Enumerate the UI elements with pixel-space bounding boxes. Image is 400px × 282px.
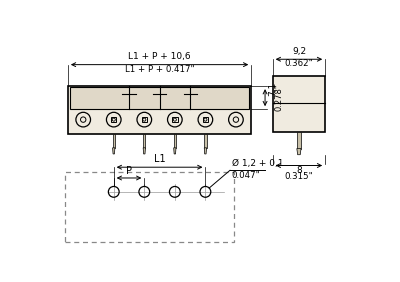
Bar (113, 134, 115, 148)
Bar (172, 117, 178, 122)
Polygon shape (143, 148, 146, 154)
Text: P: P (126, 166, 132, 176)
Bar (203, 117, 208, 122)
Text: L1: L1 (154, 154, 165, 164)
Bar (111, 117, 116, 122)
Bar (68, 86, 251, 134)
Polygon shape (297, 149, 301, 155)
Bar (297, 132, 301, 149)
Text: L1 + P + 0.417": L1 + P + 0.417" (125, 65, 194, 74)
Bar (70, 87, 249, 109)
Text: L1 + P + 10,6: L1 + P + 10,6 (128, 52, 191, 61)
Text: Ø 1,2 + 0,1: Ø 1,2 + 0,1 (232, 159, 283, 168)
Text: 7,1: 7,1 (268, 82, 277, 96)
Bar (204, 134, 206, 148)
Bar (142, 117, 147, 122)
Polygon shape (113, 148, 115, 154)
Bar (273, 76, 325, 132)
Text: 0.362": 0.362" (284, 59, 313, 68)
Bar (65, 172, 234, 242)
Text: 0.315": 0.315" (284, 172, 313, 181)
Text: 8: 8 (296, 166, 302, 175)
Polygon shape (174, 148, 176, 154)
Polygon shape (204, 148, 206, 154)
Bar (174, 134, 176, 148)
Bar (143, 134, 146, 148)
Text: 9,2: 9,2 (292, 47, 306, 56)
Text: 0.278": 0.278" (274, 84, 283, 111)
Text: 0.047": 0.047" (232, 171, 260, 180)
